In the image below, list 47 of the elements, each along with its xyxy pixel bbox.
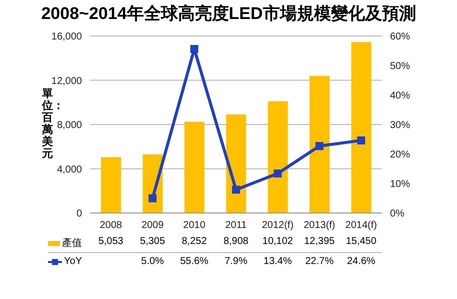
data-label: 5,305 [139,236,166,247]
data-label: 5.0% [140,256,165,267]
point [190,44,198,53]
chart-title: 2008~2014年全球高亮度LED市場規模變化及預測 [40,3,417,25]
point [232,186,240,194]
x-tick-label: 2011 [225,220,248,232]
legend-label: 產值 [62,236,82,250]
y2-tick-label: 20% [390,150,410,161]
y-tick-label: 8,000 [56,120,82,132]
x-tick-label: 2010 [183,220,206,232]
data-label: 13.4% [262,256,293,267]
y-tick-label: 0 [76,208,82,220]
point [148,194,157,202]
point [315,142,324,150]
y2-tick-label: 0% [390,208,405,220]
data-label: 15,450 [344,236,378,247]
data-label: 22.7% [304,256,335,267]
point [274,169,282,178]
data-label: 5,053 [97,236,124,247]
bar [268,101,288,213]
y2-tick-label: 40% [390,90,410,102]
y2-tick-label: 30% [390,120,410,132]
bar [351,42,372,213]
bar [101,157,121,213]
y-tick-label: 16,000 [51,32,82,43]
bar [226,114,246,213]
y-tick-label: 4,000 [56,164,82,176]
data-label: 12,395 [303,236,336,247]
bar [310,76,330,213]
y2-tick-label: 60% [390,32,410,43]
x-tick-label: 2008 [100,220,122,232]
y-tick-label: 12,000 [51,76,82,87]
data-label: 55.6% [179,256,210,267]
data-label: 8,908 [222,236,250,247]
data-label: 7.9% [224,256,248,267]
data-label: 8,252 [180,236,208,247]
point [357,136,366,144]
y2-tick-label: 50% [390,61,410,72]
y2-tick-label: 10% [390,179,410,190]
x-tick-label: 2013(f) [304,220,336,232]
x-tick-label: 2014(f) [345,220,377,232]
data-label: 24.6% [346,256,376,267]
x-tick-label: 2012(f) [262,220,294,232]
x-tick-label: 2009 [141,220,164,232]
legend-label: YoY [64,256,82,267]
bar [184,122,204,213]
data-label: 10,102 [261,236,294,247]
